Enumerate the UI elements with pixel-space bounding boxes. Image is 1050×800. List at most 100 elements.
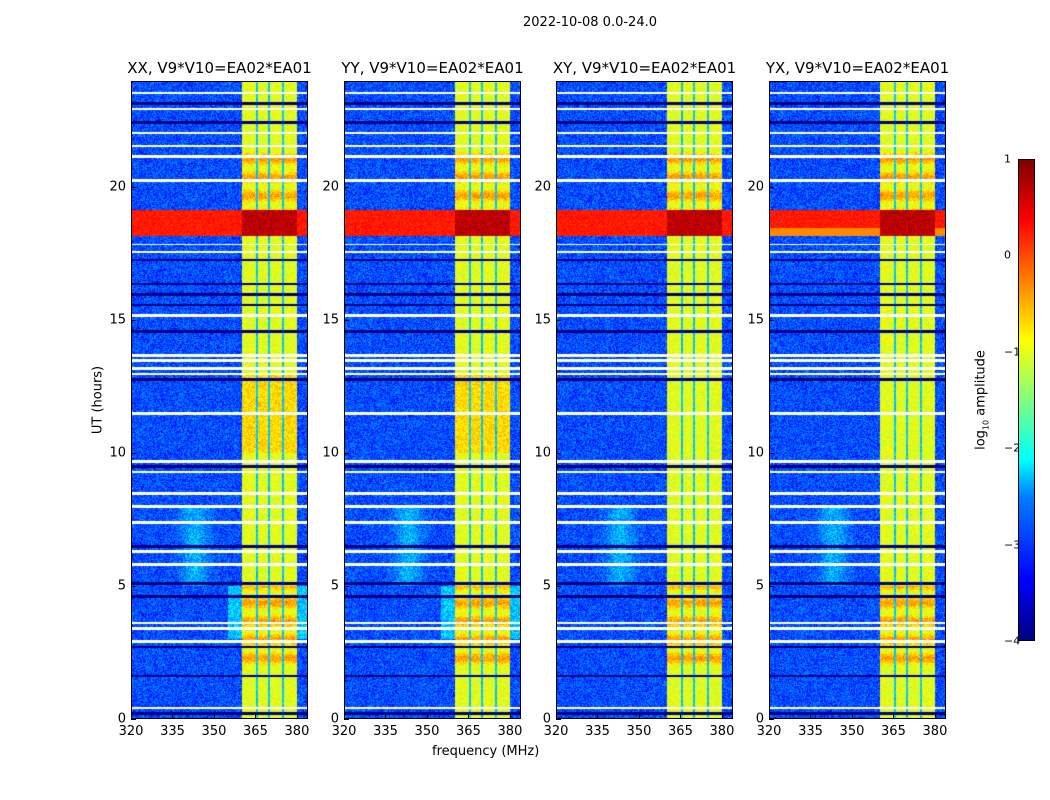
x-tick-mark	[255, 714, 257, 719]
x-tick-mark	[344, 714, 345, 719]
y-tick-mark	[131, 453, 136, 455]
y-tick-label: 20	[747, 179, 764, 195]
x-tick-mark	[893, 714, 895, 719]
y-axis-label: UT (hours)	[90, 365, 106, 435]
y-tick-mark	[344, 453, 349, 455]
x-tick-label: 320	[756, 724, 782, 739]
y-tick-mark	[344, 320, 349, 322]
x-tick-label: 380	[497, 724, 523, 739]
y-tick-mark	[131, 719, 136, 720]
y-tick-mark	[769, 586, 774, 588]
panel-title: XX, V9*V10=EA02*EA01	[127, 59, 312, 77]
heatmap-image	[345, 82, 520, 718]
x-tick-mark	[769, 714, 770, 719]
colorbar-label-rest: amplitude	[973, 350, 989, 420]
y-tick-label: 20	[322, 179, 339, 195]
colorbar	[1018, 159, 1035, 641]
colorbar-tick-label: −4	[1004, 634, 1021, 648]
y-tick-label: 15	[534, 312, 551, 328]
y-tick-mark	[131, 187, 136, 189]
x-tick-label: 335	[160, 724, 185, 739]
x-tick-label: 335	[798, 724, 823, 739]
x-tick-label: 335	[373, 724, 398, 739]
y-tick-mark	[556, 719, 561, 720]
y-tick-label: 15	[747, 312, 764, 328]
waterfall-panel-0	[131, 81, 308, 719]
y-tick-mark	[131, 586, 136, 588]
colorbar-label-sub: 10	[981, 419, 991, 431]
colorbar-label-log: log	[973, 430, 989, 450]
y-tick-mark	[344, 586, 349, 588]
x-tick-mark	[638, 714, 640, 719]
y-tick-label: 5	[330, 578, 339, 594]
y-tick-mark	[344, 187, 349, 189]
y-tick-mark	[556, 187, 561, 189]
x-tick-mark	[509, 714, 511, 719]
y-tick-mark	[556, 586, 561, 588]
x-tick-label: 380	[922, 724, 948, 739]
y-tick-label: 0	[755, 711, 764, 727]
y-tick-label: 5	[755, 578, 764, 594]
y-tick-label: 0	[542, 711, 551, 727]
x-tick-label: 350	[839, 724, 865, 739]
y-tick-label: 10	[747, 445, 764, 461]
x-tick-mark	[721, 714, 723, 719]
y-tick-mark	[556, 320, 561, 322]
x-tick-mark	[385, 714, 387, 719]
x-tick-mark	[426, 714, 428, 719]
colorbar-tick-label: 0	[1004, 248, 1011, 262]
colorbar-label: log10 amplitude	[974, 350, 991, 450]
y-tick-label: 10	[109, 445, 126, 461]
y-tick-mark	[769, 719, 774, 720]
heatmap-image	[132, 82, 307, 718]
x-tick-label: 320	[331, 724, 357, 739]
x-tick-label: 350	[626, 724, 652, 739]
y-tick-label: 10	[534, 445, 551, 461]
x-tick-label: 365	[881, 724, 906, 739]
y-tick-mark	[769, 187, 774, 189]
y-tick-label: 20	[109, 179, 126, 195]
y-tick-label: 20	[534, 179, 551, 195]
x-tick-mark	[851, 714, 853, 719]
y-tick-mark	[344, 719, 349, 720]
waterfall-panel-1	[344, 81, 521, 719]
x-tick-label: 320	[543, 724, 569, 739]
x-tick-mark	[934, 714, 936, 719]
x-tick-label: 335	[585, 724, 610, 739]
y-tick-label: 15	[109, 312, 126, 328]
x-tick-label: 365	[456, 724, 481, 739]
x-tick-mark	[556, 714, 557, 719]
x-tick-mark	[680, 714, 682, 719]
waterfall-panel-3	[769, 81, 946, 719]
x-tick-mark	[468, 714, 470, 719]
colorbar-tick-label: −1	[1004, 345, 1021, 359]
x-tick-mark	[597, 714, 599, 719]
x-tick-mark	[810, 714, 812, 719]
y-tick-mark	[769, 320, 774, 322]
y-tick-label: 5	[542, 578, 551, 594]
panel-title: YX, V9*V10=EA02*EA01	[765, 59, 950, 77]
y-tick-mark	[769, 453, 774, 455]
y-tick-mark	[131, 320, 136, 322]
x-tick-mark	[213, 714, 215, 719]
x-tick-label: 380	[709, 724, 735, 739]
y-tick-label: 10	[322, 445, 339, 461]
x-tick-label: 365	[668, 724, 693, 739]
y-tick-label: 15	[322, 312, 339, 328]
colorbar-tick-label: −2	[1004, 441, 1021, 455]
heatmap-image	[770, 82, 945, 718]
y-tick-mark	[556, 453, 561, 455]
y-tick-label: 0	[330, 711, 339, 727]
x-tick-label: 365	[243, 724, 268, 739]
panel-title: YY, V9*V10=EA02*EA01	[341, 59, 524, 77]
waterfall-panel-2	[556, 81, 733, 719]
x-tick-label: 320	[118, 724, 144, 739]
y-tick-label: 0	[117, 711, 126, 727]
x-tick-mark	[131, 714, 132, 719]
x-tick-label: 350	[201, 724, 227, 739]
x-tick-label: 380	[284, 724, 310, 739]
x-axis-label: frequency (MHz)	[432, 744, 540, 759]
heatmap-image	[557, 82, 732, 718]
colorbar-tick-label: 1	[1004, 152, 1011, 166]
